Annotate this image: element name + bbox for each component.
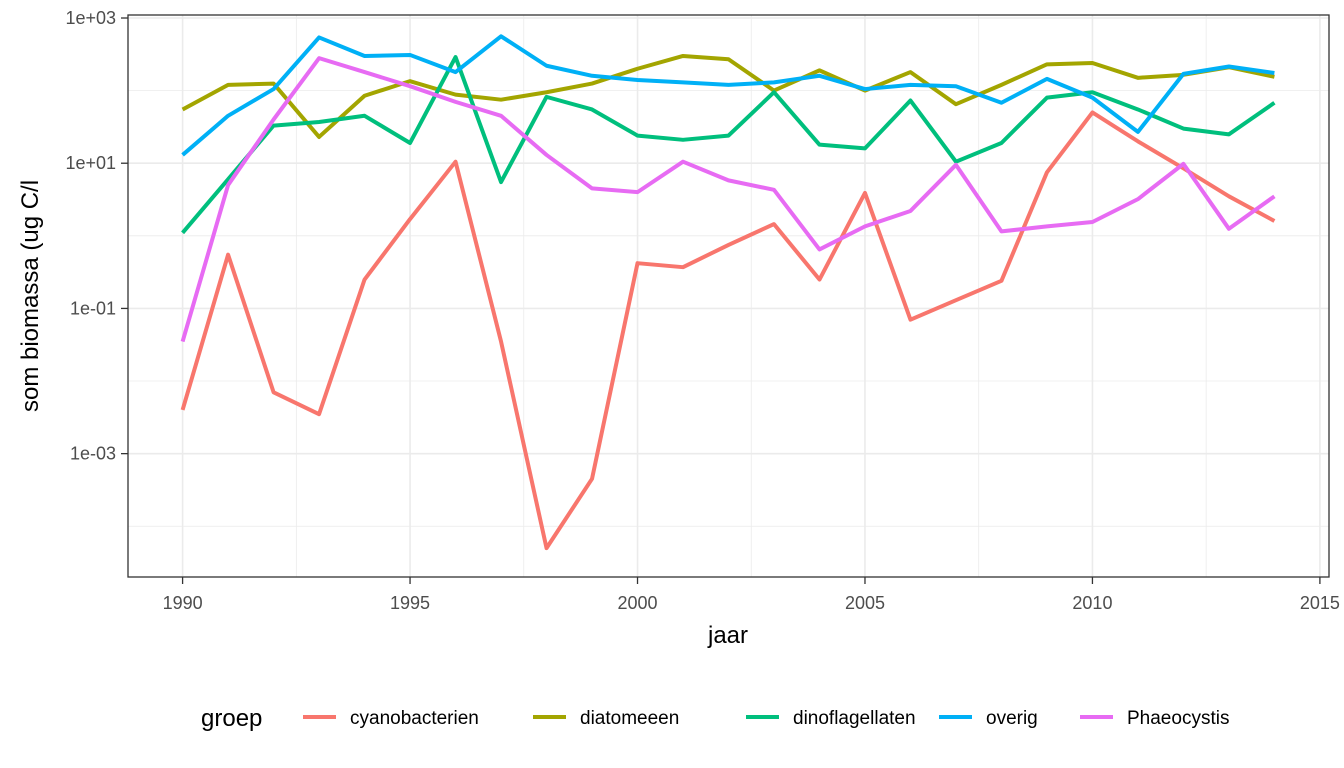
x-tick-label: 2005 (845, 593, 885, 613)
series-line-overig (181, 34, 1275, 157)
legend: groep cyanobacterien diatomeeen dinoflagel… (201, 705, 1229, 732)
legend-label-dinoflagellaten: dinoflagellaten (793, 708, 916, 729)
x-axis: 1990 1995 2000 2005 2010 2015 (163, 577, 1340, 613)
series-line-cyanobacterien (180, 110, 1276, 551)
series-line-phaeocystis (180, 56, 1276, 343)
legend-label-diatomeeen: diatomeeen (580, 708, 679, 729)
y-tick-label: 1e-03 (70, 444, 116, 464)
legend-label-phaeocystis: Phaeocystis (1127, 708, 1229, 729)
y-axis: 1e-03 1e-01 1e+01 1e+03 (65, 8, 128, 464)
x-tick-label: 2010 (1072, 593, 1112, 613)
legend-label-overig: overig (986, 708, 1038, 729)
y-tick-label: 1e+03 (65, 8, 116, 28)
x-tick-label: 2015 (1300, 593, 1340, 613)
legend-title: groep (201, 705, 262, 732)
series-lines (180, 34, 1276, 551)
x-tick-label: 1990 (163, 593, 203, 613)
y-tick-label: 1e+01 (65, 153, 116, 173)
x-tick-label: 2000 (617, 593, 657, 613)
x-axis-title: jaar (707, 622, 748, 649)
series-line-dinoflagellaten (181, 55, 1276, 235)
legend-label-cyanobacterien: cyanobacterien (350, 708, 479, 729)
plot-panel-border (127, 14, 1330, 578)
series-line-diatomeeen (181, 53, 1275, 139)
y-axis-title: som biomassa (ug C/l (17, 180, 44, 412)
x-tick-label: 1995 (390, 593, 430, 613)
y-tick-label: 1e-01 (70, 298, 116, 318)
major-gridlines (128, 15, 1329, 577)
